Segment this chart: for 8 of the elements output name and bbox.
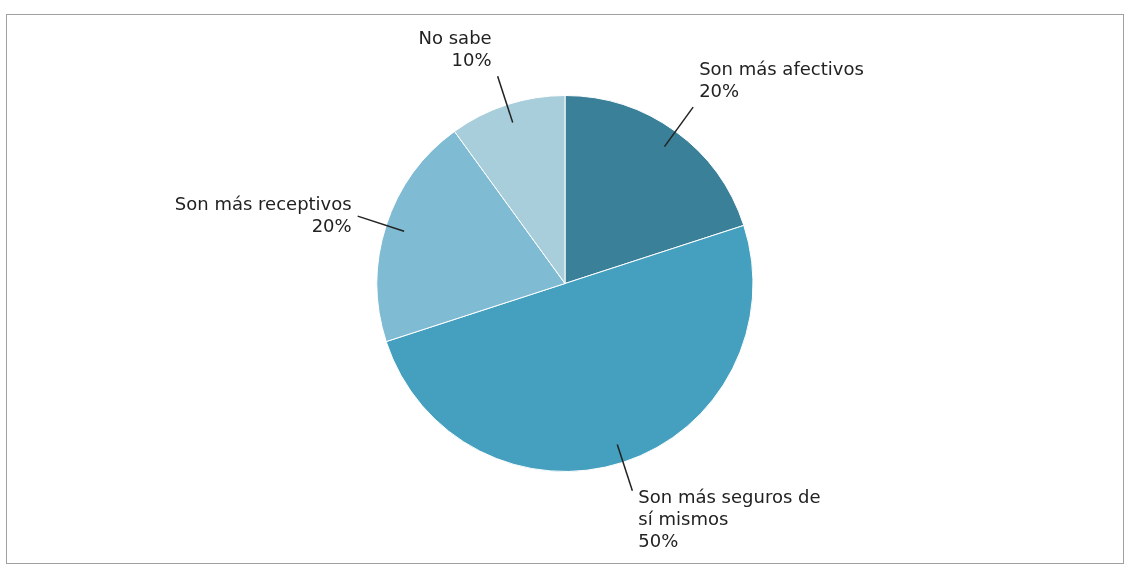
data-label: 20%: [699, 79, 740, 101]
slice-label: Son más afectivos: [699, 57, 864, 79]
data-label: 50%: [638, 529, 679, 551]
data-label: 20%: [311, 214, 352, 236]
data-label: 10%: [451, 48, 492, 70]
slice-label: Son más receptivos: [174, 192, 352, 214]
slice-label: Son más seguros de sí mismos: [638, 485, 821, 529]
slice-label: No sabe: [418, 26, 492, 48]
